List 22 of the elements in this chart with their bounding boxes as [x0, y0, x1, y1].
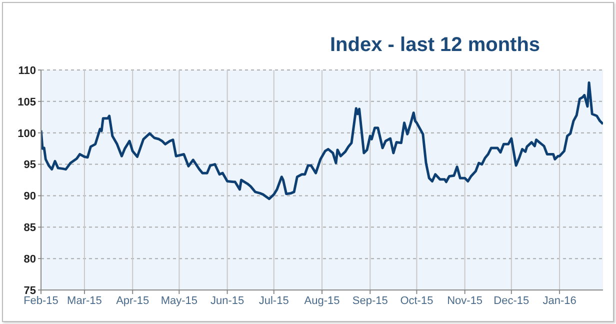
x-tick-label: Nov-15: [447, 294, 483, 307]
chart-title: Index - last 12 months: [330, 34, 540, 57]
y-tick-label: 105: [18, 96, 36, 108]
x-tick-label: Apr-15: [116, 294, 150, 307]
x-tick-label: Sep-15: [352, 294, 388, 307]
x-tick-label: Feb-15: [24, 294, 58, 307]
y-tick-label: 80: [24, 253, 36, 266]
y-tick-label: 100: [18, 128, 36, 140]
x-tick-label: Aug-15: [304, 294, 340, 307]
line-series: [41, 81, 603, 200]
x-tick-label: Jan-16: [542, 294, 576, 307]
y-tick-label: 110: [18, 64, 36, 77]
x-tick-label: Mar-15: [67, 294, 102, 307]
x-tick-label: May-15: [160, 294, 198, 307]
y-tick-label: 95: [24, 159, 36, 172]
y-tick-label: 90: [24, 190, 36, 203]
x-tick-label: Dec-15: [494, 294, 530, 307]
x-tick-label: Oct-15: [400, 294, 434, 307]
y-tick-label: 85: [24, 222, 36, 234]
x-tick-label: Jul-15: [258, 294, 289, 307]
y-tick-label: 75: [24, 284, 36, 297]
x-tick-label: Jun-15: [210, 294, 244, 307]
